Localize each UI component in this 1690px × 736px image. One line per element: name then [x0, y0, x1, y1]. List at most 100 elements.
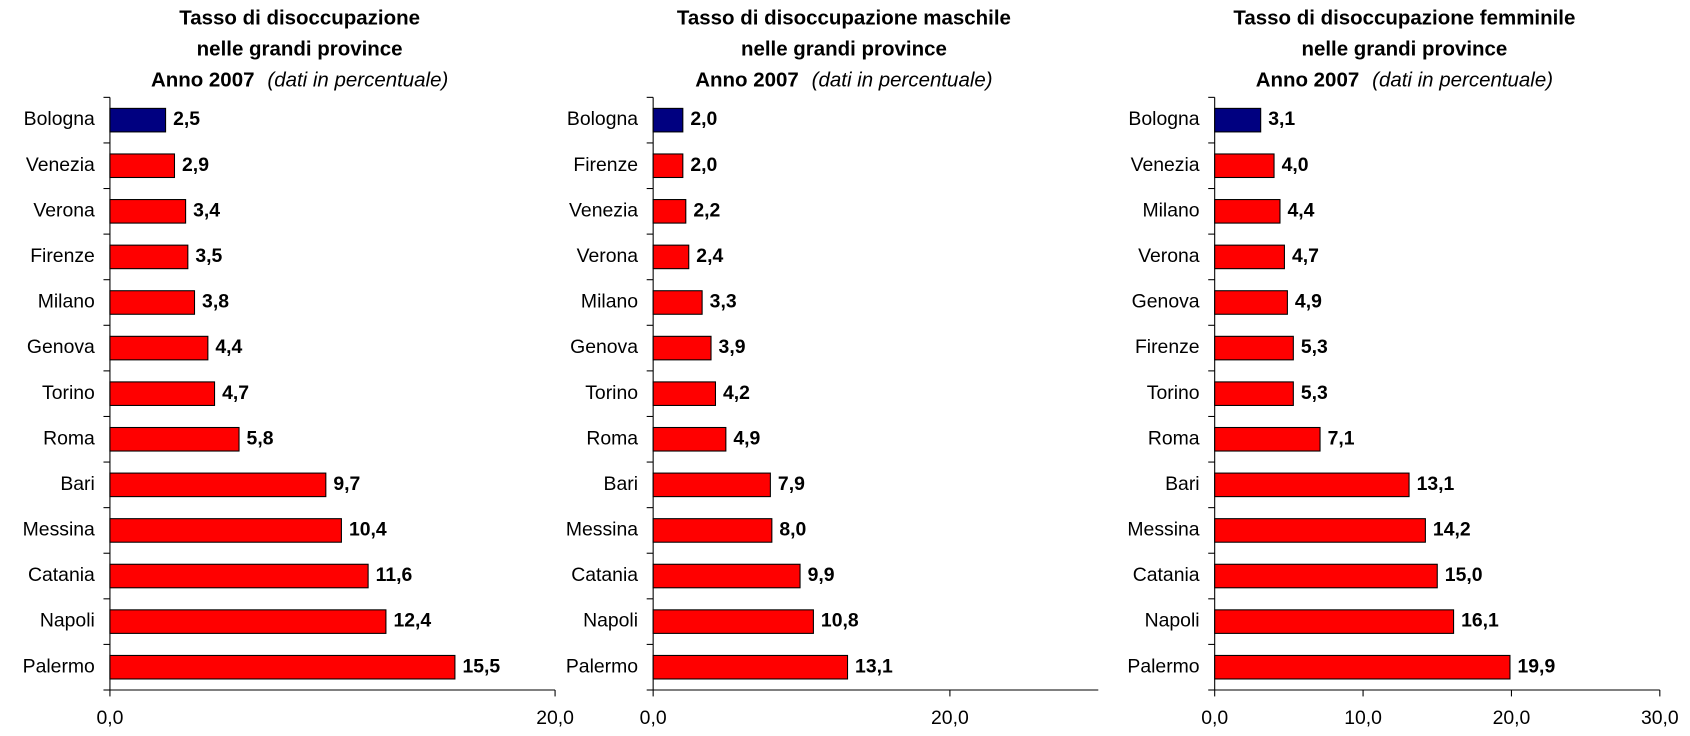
bar: [109, 335, 209, 361]
bar: [109, 472, 327, 498]
category-label: Bologna: [1128, 109, 1199, 130]
category-label: Napoli: [40, 611, 95, 632]
value-label: 3,8: [202, 292, 229, 313]
bar: [1214, 381, 1294, 406]
subtitle-note: (dati in percentuale): [1372, 70, 1553, 92]
bar: [109, 518, 342, 543]
bar: [109, 563, 369, 589]
category-label: Bari: [1165, 474, 1199, 495]
chart-subtitle: Anno 2007 (dati in percentuale): [695, 70, 992, 92]
bar: [652, 290, 703, 315]
bar: [1214, 426, 1321, 452]
bar: [652, 518, 773, 543]
category-label: Palermo: [566, 656, 638, 677]
subtitle-year: Anno 2007: [151, 70, 255, 92]
chart-title: Tasso di disoccupazione femminile: [1233, 8, 1575, 30]
bar: [109, 654, 456, 680]
value-label: 12,4: [393, 611, 431, 632]
value-label: 15,5: [462, 656, 500, 677]
value-label: 7,1: [1328, 428, 1355, 449]
bar: [1214, 335, 1294, 361]
category-label: Bologna: [567, 109, 638, 130]
value-label: 4,4: [215, 337, 242, 358]
value-label: 3,1: [1268, 109, 1295, 130]
x-tick-label: 20,0: [931, 708, 969, 729]
category-label: Venezia: [569, 200, 638, 221]
category-label: Verona: [577, 246, 639, 267]
value-label: 5,8: [247, 428, 274, 449]
value-label: 3,9: [719, 337, 746, 358]
category-label: Torino: [585, 383, 638, 404]
bar: [109, 609, 387, 634]
bar: [109, 199, 187, 224]
category-label: Bologna: [24, 109, 95, 130]
category-label: Firenze: [30, 246, 95, 267]
value-label: 13,1: [855, 656, 893, 677]
category-label: Torino: [42, 383, 95, 404]
category-label: Verona: [33, 200, 95, 221]
category-label: Catania: [28, 565, 95, 586]
value-label: 16,1: [1461, 611, 1499, 632]
bar: [1214, 290, 1288, 315]
category-label: Palermo: [1127, 656, 1199, 677]
category-label: Bari: [60, 474, 94, 495]
category-label: Bari: [604, 474, 638, 495]
value-label: 5,3: [1301, 383, 1328, 404]
category-label: Roma: [43, 428, 95, 449]
value-label: 3,3: [710, 292, 737, 313]
subtitle-note: (dati in percentuale): [267, 70, 448, 92]
bar: [109, 153, 176, 179]
value-label: 15,0: [1445, 565, 1483, 586]
bar: [1214, 563, 1438, 589]
subtitle-year: Anno 2007: [1256, 70, 1360, 92]
bar: [652, 381, 717, 406]
subtitle-note: (dati in percentuale): [812, 70, 993, 92]
category-label: Torino: [1147, 383, 1200, 404]
value-label: 3,5: [195, 246, 222, 267]
value-label: 14,2: [1433, 520, 1471, 541]
category-label: Genova: [570, 337, 638, 358]
category-label: Genova: [27, 337, 95, 358]
category-label: Catania: [571, 565, 638, 586]
subtitle-year: Anno 2007: [695, 70, 799, 92]
category-label: Milano: [581, 292, 638, 313]
bar: [109, 107, 167, 133]
value-label: 10,8: [821, 611, 859, 632]
x-tick-label: 20,0: [1493, 708, 1531, 729]
value-label: 4,0: [1282, 155, 1309, 176]
value-label: 4,9: [733, 428, 760, 449]
bar: [652, 244, 690, 270]
x-tick-label: 0,0: [96, 708, 123, 729]
bar: [652, 107, 684, 133]
bar: [652, 199, 687, 224]
bar: [652, 609, 814, 634]
category-label: Messina: [23, 520, 95, 541]
category-label: Milano: [1142, 200, 1199, 221]
value-label: 8,0: [779, 520, 806, 541]
value-label: 2,0: [690, 109, 717, 130]
chart-title: Tasso di disoccupazione: [179, 8, 420, 30]
value-label: 19,9: [1518, 656, 1556, 677]
x-tick-label: 10,0: [1344, 708, 1382, 729]
value-label: 9,7: [333, 474, 360, 495]
category-label: Messina: [566, 520, 638, 541]
category-label: Roma: [586, 428, 638, 449]
bar: [1214, 654, 1511, 680]
value-label: 2,0: [690, 155, 717, 176]
value-label: 2,4: [696, 246, 723, 267]
value-label: 4,2: [723, 383, 750, 404]
category-label: Firenze: [573, 155, 638, 176]
category-label: Napoli: [583, 611, 638, 632]
bar: [1214, 107, 1262, 133]
category-label: Milano: [38, 292, 95, 313]
bar: [652, 153, 684, 179]
value-label: 4,4: [1288, 200, 1315, 221]
value-label: 13,1: [1417, 474, 1455, 495]
value-label: 4,7: [222, 383, 249, 404]
category-label: Firenze: [1135, 337, 1200, 358]
chart-title: nelle grandi province: [741, 39, 947, 61]
bar: [109, 290, 196, 315]
bar: [652, 563, 801, 589]
chart-title: Tasso di disoccupazione maschile: [677, 8, 1011, 30]
value-label: 2,9: [182, 155, 209, 176]
